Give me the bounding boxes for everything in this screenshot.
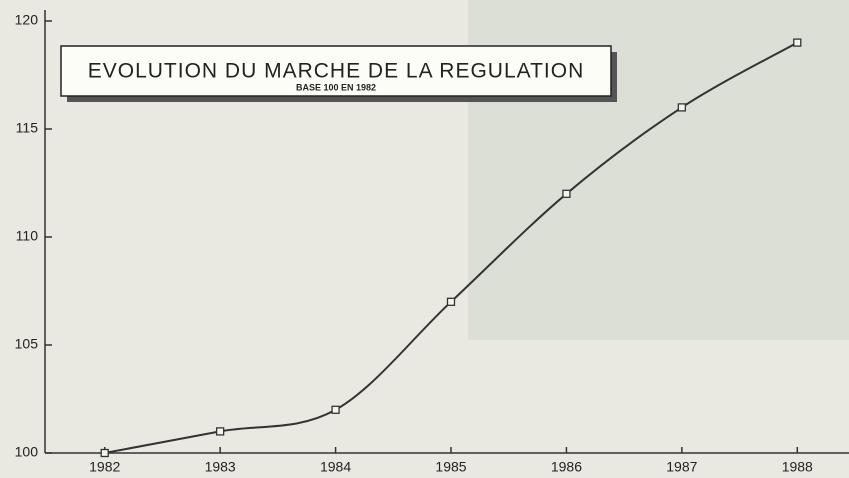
x-tick-label: 1982 [89,459,120,475]
x-tick-label: 1987 [666,459,697,475]
chart-subtitle: BASE 100 EN 1982 [296,82,376,92]
x-tick-label: 1983 [205,459,236,475]
chart-title: EVOLUTION DU MARCHE DE LA REGULATION [88,60,585,83]
x-tick-label: 1985 [435,459,466,475]
point [563,190,570,197]
point [217,428,224,435]
point [101,450,108,457]
x-tick-label: 1984 [320,459,351,475]
x-tick-label: 1986 [551,459,582,475]
y-tick-label: 105 [15,336,39,352]
point [332,406,339,413]
y-tick-label: 110 [16,228,39,244]
y-tick-label: 115 [16,120,39,136]
chart: EVOLUTION DU MARCHE DE LA REGULATION BAS… [0,0,849,478]
point [678,104,685,111]
y-tick-label: 120 [15,12,39,28]
point [794,39,801,46]
x-tick-label: 1988 [782,459,813,475]
point [448,298,455,305]
y-tick-label: 100 [15,444,39,460]
